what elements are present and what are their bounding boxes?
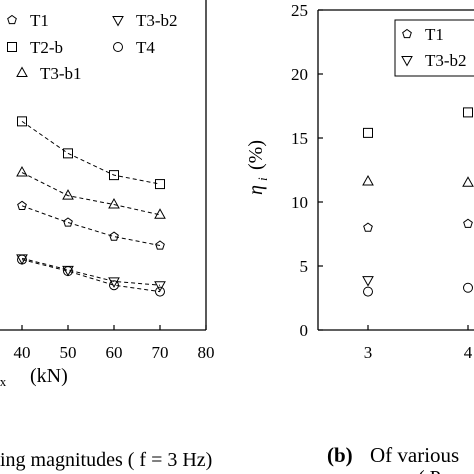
- legend-label: T1: [425, 25, 444, 44]
- x-label-sub: ax: [0, 374, 7, 389]
- marker: [463, 218, 473, 228]
- marker: [63, 217, 73, 227]
- x-tick-label: 40: [14, 343, 31, 362]
- legend-box: [394, 19, 474, 77]
- marker: [16, 166, 28, 177]
- legend-marker: [16, 66, 28, 77]
- legend-marker: [7, 14, 17, 25]
- legend-marker: [401, 56, 413, 67]
- marker: [62, 189, 74, 200]
- y-label: η i (%): [245, 140, 270, 195]
- trend-line: [21, 172, 161, 216]
- trend-line: [21, 257, 161, 286]
- legend-marker: [402, 28, 412, 39]
- marker: [108, 198, 120, 209]
- x-label: (kN): [30, 365, 68, 387]
- legend-label: T3-b2: [425, 51, 467, 70]
- legend-label: T4: [136, 38, 155, 57]
- y-label-symbol: η: [245, 185, 267, 195]
- legend-marker: [113, 42, 123, 52]
- marker: [63, 148, 73, 159]
- marker: [17, 200, 27, 210]
- marker: [108, 277, 120, 288]
- caption-line2: ( P: [418, 467, 441, 474]
- marker: [154, 208, 166, 219]
- marker: [17, 254, 27, 265]
- legend-label: T1: [30, 11, 49, 30]
- y-tick-label: 0: [300, 321, 309, 340]
- x-tick-label: 3: [364, 343, 373, 362]
- marker: [155, 240, 165, 250]
- y-tick-label: 5: [300, 257, 309, 276]
- legend-marker: [7, 42, 17, 52]
- marker: [363, 127, 373, 138]
- x-tick-label: 80: [198, 343, 215, 362]
- y-tick-label: 25: [291, 1, 308, 20]
- trend-line: [21, 259, 161, 293]
- marker: [109, 231, 119, 241]
- y-tick-label: 15: [291, 129, 308, 148]
- legend-label: T3-b2: [136, 11, 178, 30]
- marker: [362, 174, 374, 186]
- y-label-unit: (%): [245, 140, 267, 170]
- legend-marker: [112, 16, 124, 27]
- x-tick-label: 70: [152, 343, 169, 362]
- y-tick-label: 10: [291, 193, 308, 212]
- caption: Of various: [370, 443, 459, 467]
- marker: [463, 107, 473, 118]
- caption: ing magnitudes ( f = 3 Hz): [0, 449, 212, 471]
- marker: [462, 176, 474, 187]
- marker: [155, 179, 165, 190]
- marker: [63, 266, 73, 277]
- marker: [363, 222, 373, 232]
- marker: [155, 286, 165, 297]
- legend-label: T2-b: [30, 38, 63, 57]
- marker: [154, 281, 166, 292]
- marker: [363, 286, 373, 297]
- x-tick-label: 50: [60, 343, 77, 362]
- trend-line: [21, 205, 161, 247]
- x-tick-label: 4: [464, 343, 473, 362]
- caption-label: (b): [327, 443, 353, 467]
- y-label-sub: i: [255, 177, 270, 181]
- legend-label: T3-b1: [40, 64, 82, 83]
- trend-line: [21, 120, 161, 185]
- marker: [17, 116, 27, 127]
- marker: [463, 282, 473, 293]
- x-tick-label: 60: [106, 343, 123, 362]
- marker: [109, 170, 119, 181]
- marker: [362, 276, 374, 287]
- marker: [109, 280, 119, 291]
- y-tick-label: 20: [291, 65, 308, 84]
